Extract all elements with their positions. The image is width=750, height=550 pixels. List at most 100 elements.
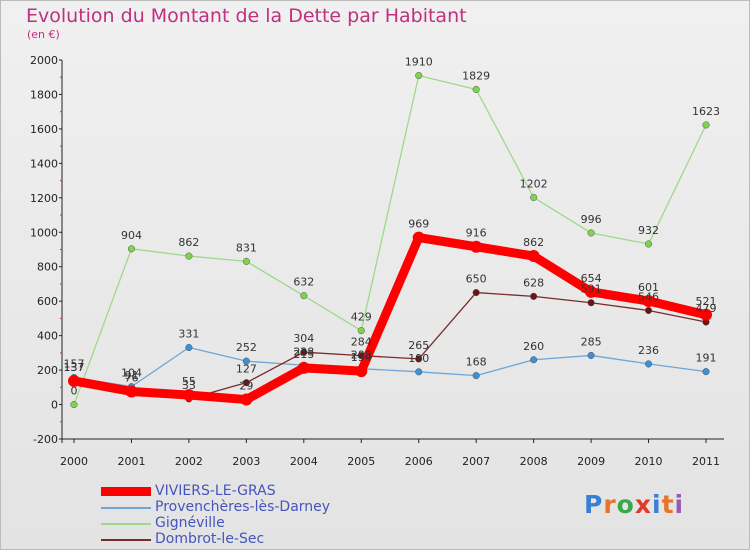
data-point-3-2003 — [242, 379, 250, 387]
data-label-3-2001: 91 — [124, 369, 138, 382]
y-tick-label-200: 200 — [37, 364, 58, 377]
series-line-2 — [73, 74, 707, 406]
data-label-0-2008: 862 — [523, 236, 544, 249]
data-point-1-2010 — [644, 360, 653, 368]
data-label-1-2008: 260 — [523, 340, 544, 353]
data-label-0-2004: 213 — [293, 348, 314, 361]
series-points — [68, 71, 712, 409]
data-point-2-2011 — [702, 121, 710, 129]
chart-subtitle: (en €) — [27, 28, 60, 41]
data-label-3-2000: 137 — [64, 361, 85, 374]
data-point-1-2011 — [702, 368, 710, 376]
data-point-2-2005 — [357, 327, 365, 335]
data-label-0-2009: 654 — [581, 272, 602, 285]
y-tick-label-800: 800 — [37, 261, 58, 274]
y-tick-label-1000: 1000 — [30, 226, 58, 239]
data-label-0-2002: 55 — [182, 375, 196, 388]
data-label-2-2011: 1623 — [692, 105, 720, 118]
data-label-2-2009: 996 — [581, 213, 602, 226]
data-label-0-2003: 29 — [239, 380, 253, 393]
data-label-0-2005: 194 — [351, 351, 372, 364]
legend-swatch-gigneville — [101, 523, 151, 525]
data-label-1-2002: 331 — [178, 328, 199, 341]
y-tick-label--200: -200 — [33, 433, 58, 446]
y-tick-label-1200: 1200 — [30, 192, 58, 205]
logo-letter: r — [603, 490, 617, 519]
logo-letter: x — [634, 490, 652, 519]
logo-letter: P — [584, 490, 604, 519]
data-label-0-2001: 76 — [124, 371, 138, 384]
y-tick-label-1600: 1600 — [30, 123, 58, 136]
data-label-3-2003: 127 — [236, 363, 257, 376]
legend-swatch-viviers — [101, 487, 151, 496]
x-tick-label-2004: 2004 — [290, 455, 318, 468]
data-point-0-2002 — [182, 389, 195, 402]
data-point-0-2006 — [412, 231, 425, 244]
data-label-3-2010: 546 — [638, 290, 659, 303]
data-label-3-2004: 304 — [293, 332, 314, 345]
logo-letter: i — [674, 490, 685, 519]
data-point-0-2005 — [355, 365, 368, 378]
proxiti-logo: Proxiti — [584, 490, 684, 519]
data-label-2-2006: 1910 — [405, 56, 433, 69]
series-line-0 — [69, 233, 711, 405]
data-point-0-2001 — [125, 385, 138, 398]
data-point-3-2007 — [472, 289, 480, 297]
data-label-3-2009: 591 — [581, 283, 602, 296]
data-point-0-2010 — [642, 295, 655, 308]
data-point-1-2009 — [587, 351, 595, 359]
data-point-1-2003 — [242, 357, 250, 365]
y-tick-label-1800: 1800 — [30, 88, 58, 101]
x-tick-label-2011: 2011 — [692, 455, 720, 468]
data-label-2-2002: 862 — [178, 236, 199, 249]
data-label-1-2009: 285 — [581, 335, 602, 348]
data-label-2-2008: 1202 — [520, 177, 548, 190]
data-label-1-2005: 208 — [351, 349, 372, 362]
data-label-2-2001: 904 — [121, 229, 142, 242]
data-point-1-2006 — [415, 368, 423, 376]
x-tick-label-2006: 2006 — [405, 455, 433, 468]
data-point-2-2007 — [472, 85, 480, 94]
legend-label-gigneville: Gignéville — [155, 515, 225, 531]
data-label-1-2006: 190 — [408, 352, 429, 365]
data-point-2-2003 — [242, 257, 250, 265]
data-label-3-2002: 33 — [182, 379, 196, 392]
y-tick-label-2000: 2000 — [30, 54, 58, 67]
data-point-3-2010 — [644, 306, 653, 315]
data-label-0-2007: 916 — [466, 227, 487, 240]
legend-swatch-provencheres — [101, 507, 151, 509]
data-label-1-2004: 228 — [293, 345, 314, 358]
data-point-0-2004 — [297, 361, 310, 374]
y-tick-label-0: 0 — [51, 399, 58, 412]
x-tick-label-2001: 2001 — [117, 455, 145, 468]
data-label-3-2007: 650 — [466, 273, 487, 286]
data-point-3-2004 — [300, 348, 308, 356]
data-point-0-2009 — [585, 285, 598, 298]
data-label-0-2011: 521 — [696, 295, 717, 308]
data-label-2-2007: 1829 — [462, 69, 490, 82]
data-point-1-2007 — [472, 372, 480, 380]
data-point-2-2004 — [300, 292, 308, 300]
legend-label-dombrot: Dombrot-le-Sec — [155, 531, 265, 547]
logo-letter: t — [661, 490, 675, 519]
data-point-3-2005 — [357, 352, 365, 360]
chart-title: Evolution du Montant de la Dette par Hab… — [26, 5, 467, 27]
series-lines — [69, 74, 711, 406]
data-point-2-2006 — [415, 71, 423, 80]
legend-label-viviers: VIVIERS-LE-GRAS — [155, 483, 276, 499]
data-label-2-2000: 0 — [71, 385, 78, 398]
logo-letter: i — [652, 490, 662, 519]
data-point-0-2003 — [240, 393, 253, 406]
data-point-2-2009 — [587, 229, 595, 237]
y-tick-label-400: 400 — [37, 330, 58, 343]
data-label-0-2010: 601 — [638, 281, 659, 294]
y-tick-label-600: 600 — [37, 295, 58, 308]
series-line-1 — [73, 346, 707, 388]
data-point-2-2008 — [530, 193, 538, 202]
x-tick-label-2003: 2003 — [232, 455, 260, 468]
data-label-2-2010: 932 — [638, 224, 659, 237]
data-point-2-2002 — [185, 252, 193, 260]
data-point-2-2010 — [644, 240, 653, 248]
